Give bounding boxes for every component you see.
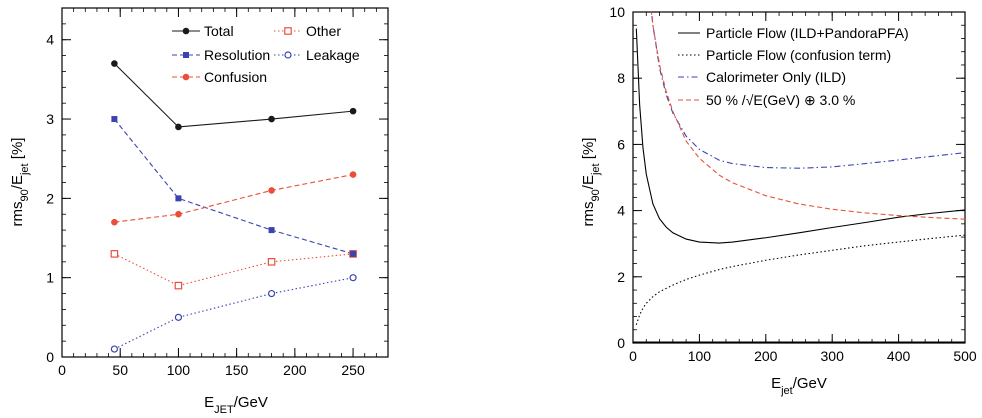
data-point-marker bbox=[111, 218, 118, 226]
legend-label: Leakage bbox=[306, 47, 360, 63]
data-point-marker bbox=[182, 73, 190, 81]
legend-label: Particle Flow (ILD+PandoraPFA) bbox=[706, 25, 909, 41]
y-tick-label: 2 bbox=[617, 269, 625, 285]
x-tick-label: 150 bbox=[225, 362, 249, 378]
data-point-marker bbox=[267, 289, 276, 298]
data-point-marker bbox=[175, 210, 182, 218]
left-chart: 0 50 100 150 200 250 0 1 2 3 4 Total Other Resolutio… bbox=[9, 7, 389, 416]
x-tick-label: 0 bbox=[58, 362, 66, 378]
data-point-marker bbox=[349, 274, 357, 282]
data-point-marker bbox=[111, 116, 118, 123]
series-line bbox=[635, 28, 965, 244]
series-line-resolution bbox=[113, 118, 354, 255]
right-series-lines bbox=[633, 12, 965, 343]
y-tick-label: 3 bbox=[46, 111, 54, 127]
x-tick-label: 0 bbox=[629, 348, 637, 364]
x-tick-label: 100 bbox=[688, 348, 712, 364]
legend-label: 50 % /√E(GeV) ⊕ 3.0 % bbox=[706, 92, 855, 108]
left-x-axis-label: EJET/GeV bbox=[204, 394, 268, 416]
data-point-marker bbox=[182, 27, 190, 35]
data-point-marker bbox=[268, 187, 275, 194]
right-chart: 0 100 200 300 400 500 0 2 4 6 8 10 Particle Flow (I… bbox=[580, 4, 977, 397]
series-line bbox=[650, 12, 965, 220]
data-point-marker bbox=[175, 195, 182, 202]
data-point-marker bbox=[349, 171, 357, 178]
x-tick-label: 300 bbox=[821, 348, 845, 364]
x-tick-label: 250 bbox=[341, 362, 365, 378]
data-point-marker bbox=[284, 27, 292, 35]
data-point-marker bbox=[183, 52, 189, 58]
data-point-marker bbox=[110, 250, 119, 258]
y-tick-label: 0 bbox=[46, 349, 54, 365]
data-point-marker bbox=[267, 258, 276, 266]
left-axes: 0 50 100 150 200 250 0 1 2 3 4 bbox=[46, 7, 389, 378]
left-legend: Total Other Resolution Leakage Confusion bbox=[172, 23, 360, 85]
right-x-axis-label: Ejet/GeV bbox=[771, 375, 827, 397]
right-axes: 0 100 200 300 400 500 0 2 4 6 8 10 bbox=[609, 4, 976, 364]
legend-label: Confusion bbox=[204, 69, 267, 85]
legend-label: Particle Flow (confusion term) bbox=[706, 47, 891, 63]
y-tick-label: 4 bbox=[617, 203, 625, 219]
data-point-marker bbox=[284, 51, 292, 59]
data-point-marker bbox=[174, 313, 183, 321]
series-line-leakage bbox=[114, 277, 354, 350]
x-tick-label: 200 bbox=[283, 362, 307, 378]
y-tick-label: 10 bbox=[609, 4, 625, 20]
data-point-marker bbox=[110, 345, 118, 353]
data-point-marker bbox=[350, 250, 357, 257]
series-line-confusion bbox=[114, 174, 354, 223]
data-point-marker bbox=[349, 107, 357, 115]
legend-label: Total bbox=[204, 23, 234, 39]
data-point-marker bbox=[174, 281, 183, 290]
legend-label: Resolution bbox=[204, 47, 270, 63]
data-point-marker bbox=[268, 227, 275, 234]
data-point-marker bbox=[268, 115, 275, 123]
y-tick-label: 4 bbox=[46, 32, 54, 48]
legend-label: Other bbox=[306, 23, 341, 39]
y-tick-label: 1 bbox=[46, 270, 54, 286]
x-tick-label: 50 bbox=[112, 362, 128, 378]
y-tick-label: 0 bbox=[617, 335, 625, 351]
x-tick-label: 200 bbox=[754, 348, 778, 364]
data-point-marker bbox=[111, 60, 118, 67]
y-tick-label: 6 bbox=[617, 136, 625, 152]
series-line-total bbox=[114, 63, 354, 128]
legend-label: Calorimeter Only (ILD) bbox=[706, 69, 846, 85]
y-tick-label: 8 bbox=[617, 70, 625, 86]
x-tick-label: 100 bbox=[167, 362, 191, 378]
right-legend: Particle Flow (ILD+PandoraPFA) Particle F… bbox=[678, 25, 909, 108]
y-tick-label: 2 bbox=[46, 190, 54, 206]
left-y-axis-label: rms90/Ejet [%] bbox=[9, 138, 31, 227]
series-line bbox=[635, 234, 965, 325]
left-series-lines bbox=[113, 63, 354, 350]
x-tick-label: 400 bbox=[887, 348, 911, 364]
series-line-other bbox=[114, 253, 354, 287]
left-series-markers bbox=[110, 60, 357, 353]
data-point-marker bbox=[175, 123, 182, 131]
x-tick-label: 500 bbox=[953, 348, 977, 364]
right-y-axis-label: rms90/Ejet [%] bbox=[580, 138, 602, 227]
